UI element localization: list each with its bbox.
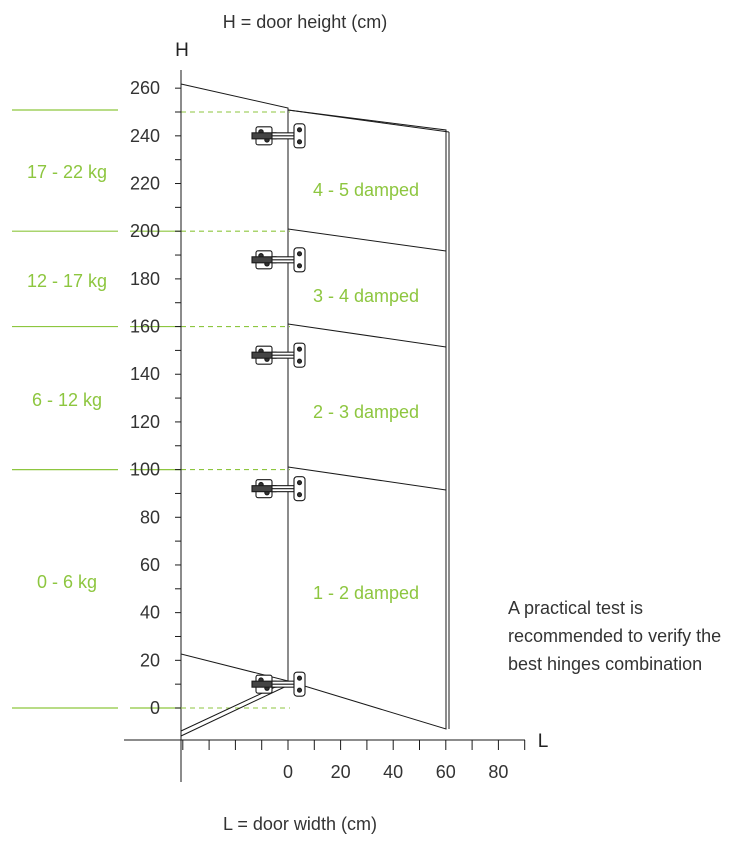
- y-tick-label: 260: [130, 78, 160, 98]
- x-tick-label: 60: [436, 762, 456, 782]
- door-bottom-edge-2: [180, 682, 294, 737]
- y-tick-label: 200: [130, 221, 160, 241]
- x-tick-label: 20: [331, 762, 351, 782]
- y-tick-label: 0: [150, 698, 160, 718]
- x-tick-label: 0: [283, 762, 293, 782]
- weight-labels: 0 - 6 kg 6 - 12 kg 12 - 17 kg 17 - 22 kg: [27, 162, 107, 592]
- y-tick-label: 40: [140, 603, 160, 623]
- zone-labels: 1 - 2 damped 2 - 3 damped 3 - 4 damped 4…: [313, 180, 419, 603]
- hinge-icon: [251, 123, 306, 149]
- height-axis-title: H = door height (cm): [223, 12, 388, 32]
- x-tick-label: 80: [488, 762, 508, 782]
- axes: [124, 70, 525, 782]
- door-top-edge: [287, 109, 450, 133]
- x-axis-ticks: 0 20 40 60 80: [182, 740, 526, 782]
- weight-label-12-17: 12 - 17 kg: [27, 271, 107, 291]
- width-axis-title: L = door width (cm): [223, 814, 377, 834]
- y-tick-label: 120: [130, 412, 160, 432]
- weight-label-0-6: 0 - 6 kg: [37, 572, 97, 592]
- hinge-icon: [251, 671, 306, 697]
- y-tick-label: 80: [140, 507, 160, 527]
- hinge-icon: [251, 476, 306, 502]
- hinges: [251, 123, 306, 697]
- note-line-2: recommended to verify the: [508, 626, 721, 646]
- zone-label-3-4: 3 - 4 damped: [313, 286, 419, 306]
- y-tick-label: 240: [130, 126, 160, 146]
- y-tick-label: 60: [140, 555, 160, 575]
- hinge-icon: [251, 247, 306, 273]
- y-tick-label: 100: [130, 460, 160, 480]
- y-tick-label: 180: [130, 269, 160, 289]
- note-line-1: A practical test is: [508, 598, 643, 618]
- y-tick-label: 140: [130, 364, 160, 384]
- zone-label-4-5: 4 - 5 damped: [313, 180, 419, 200]
- zone-divider-160: [287, 323, 447, 348]
- recommendation-note: A practical test is recommended to verif…: [508, 598, 721, 674]
- door-open-panel: [180, 83, 289, 682]
- y-tick-label: 220: [130, 174, 160, 194]
- l-axis-letter: L: [538, 731, 549, 752]
- weight-range-lines: [12, 109, 290, 709]
- weight-label-6-12: 6 - 12 kg: [32, 390, 102, 410]
- zone-label-1-2: 1 - 2 damped: [313, 583, 419, 603]
- hinge-icon: [251, 342, 306, 368]
- x-tick-label: 40: [383, 762, 403, 782]
- y-axis-ticks: 0 20 40 60 80 100 120 140 160 180 200 220 240 260: [130, 78, 181, 718]
- h-axis-letter: H: [175, 40, 189, 61]
- zone-divider-100: [287, 466, 447, 491]
- y-tick-label: 20: [140, 650, 160, 670]
- weight-label-17-22: 17 - 22 kg: [27, 162, 107, 182]
- zone-divider-200: [287, 228, 447, 252]
- y-tick-label: 160: [130, 317, 160, 337]
- note-line-3: best hinges combination: [508, 654, 702, 674]
- zone-label-2-3: 2 - 3 damped: [313, 402, 419, 422]
